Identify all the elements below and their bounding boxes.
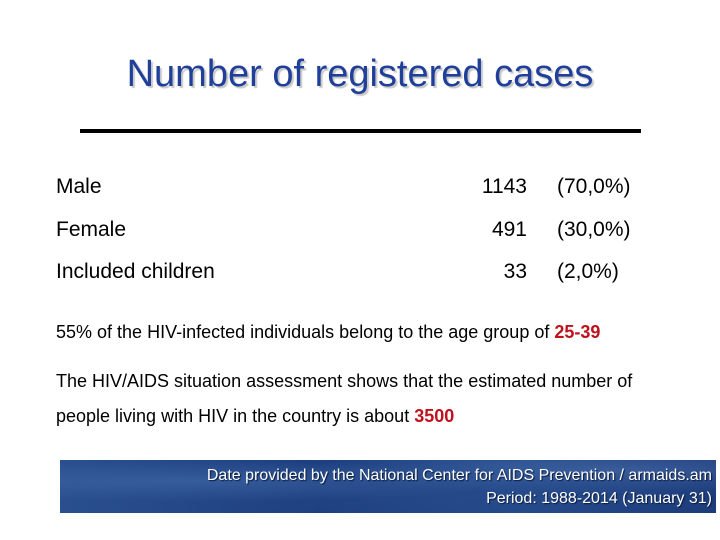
age-group-text: 55% of the HIV-infected individuals belo…: [56, 322, 555, 342]
stat-label: Included children: [56, 260, 215, 283]
stat-percent: (70,0%): [557, 175, 631, 198]
stat-percent: (2,0%): [557, 260, 619, 283]
stat-row-children: Included children 33 (2,0%): [0, 257, 720, 287]
estimate-note-line1: The HIV/AIDS situation assessment shows …: [56, 369, 632, 393]
estimate-note-line2: people living with HIV in the country is…: [56, 404, 454, 428]
stat-row-male: Male 1143 (70,0%): [0, 172, 720, 202]
source-banner: Date provided by the National Center for…: [60, 460, 716, 513]
age-group-value: 25-39: [554, 322, 601, 342]
title-underline: [80, 129, 641, 133]
stat-count: 33: [503, 260, 527, 283]
slide-title: Number of registered cases: [126, 53, 594, 95]
stat-percent: (30,0%): [557, 218, 631, 241]
estimate-value: 3500: [414, 406, 455, 426]
stat-count: 491: [491, 218, 527, 241]
period-text: Period: 1988-2014 (January 31): [486, 490, 712, 507]
stat-row-female: Female 491 (30,0%): [0, 215, 720, 245]
stat-label: Male: [56, 175, 102, 198]
stat-label: Female: [56, 218, 127, 241]
source-text: Date provided by the National Center for…: [206, 467, 712, 484]
stat-count: 1143: [481, 175, 527, 198]
age-group-note: 55% of the HIV-infected individuals belo…: [56, 320, 600, 344]
estimate-text: people living with HIV in the country is…: [56, 406, 415, 426]
estimate-text: The HIV/AIDS situation assessment shows …: [56, 371, 633, 391]
